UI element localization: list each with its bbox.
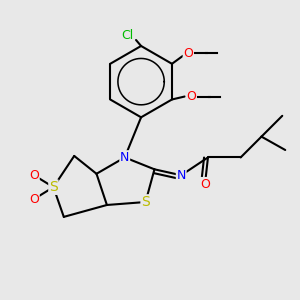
Text: Cl: Cl [122,29,134,42]
Text: O: O [29,169,39,182]
Text: N: N [120,151,129,164]
Text: S: S [141,195,150,209]
Text: O: O [29,193,39,206]
Text: O: O [183,47,193,60]
Text: S: S [49,180,58,194]
Text: O: O [200,178,210,191]
Text: O: O [186,90,196,103]
Text: N: N [176,169,186,182]
